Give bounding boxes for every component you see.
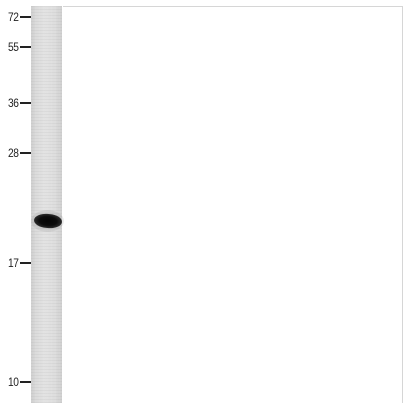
marker-72: 72: [0, 9, 31, 25]
marker-36: 36: [0, 95, 31, 111]
marker-17: 17: [0, 255, 31, 271]
image-right-border: [402, 6, 403, 403]
blot-lane: [31, 6, 62, 403]
marker-tick-17: [20, 262, 31, 264]
image-top-border: [63, 6, 402, 7]
marker-label-10: 10: [8, 375, 19, 389]
marker-label-72: 72: [8, 10, 19, 24]
marker-label-36: 36: [8, 96, 19, 110]
marker-tick-36: [20, 102, 31, 104]
marker-tick-55: [20, 46, 31, 48]
marker-label-55: 55: [8, 40, 19, 54]
marker-28: 28: [0, 145, 31, 161]
lane-texture: [31, 6, 62, 403]
marker-tick-72: [20, 16, 31, 18]
marker-tick-10: [20, 381, 31, 383]
marker-tick-28: [20, 152, 31, 154]
marker-label-17: 17: [8, 256, 19, 270]
marker-label-28: 28: [8, 146, 19, 160]
marker-55: 55: [0, 39, 31, 55]
marker-10: 10: [0, 374, 31, 390]
